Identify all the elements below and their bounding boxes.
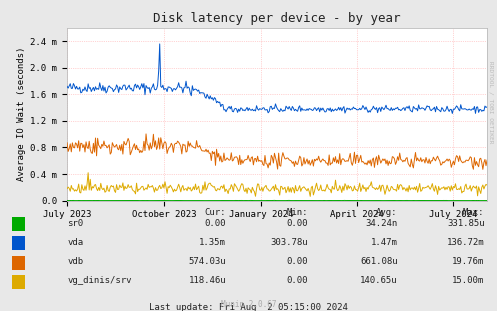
Text: 19.76m: 19.76m xyxy=(452,257,485,266)
Text: 303.78u: 303.78u xyxy=(270,238,308,247)
Text: 1.35m: 1.35m xyxy=(199,238,226,247)
Title: Disk latency per device - by year: Disk latency per device - by year xyxy=(154,12,401,26)
Text: 34.24n: 34.24n xyxy=(365,219,398,228)
Text: 0.00: 0.00 xyxy=(287,257,308,266)
Text: RRDTOOL / TOBI OETIKER: RRDTOOL / TOBI OETIKER xyxy=(489,61,494,144)
Text: vdb: vdb xyxy=(67,257,83,266)
Text: Cur:: Cur: xyxy=(205,208,226,217)
Text: 15.00m: 15.00m xyxy=(452,276,485,285)
Text: 1.47m: 1.47m xyxy=(371,238,398,247)
Text: 136.72m: 136.72m xyxy=(447,238,485,247)
Text: sr0: sr0 xyxy=(67,219,83,228)
Text: 331.85u: 331.85u xyxy=(447,219,485,228)
Text: 140.65u: 140.65u xyxy=(360,276,398,285)
Text: 0.00: 0.00 xyxy=(287,219,308,228)
Text: Last update: Fri Aug  2 05:15:00 2024: Last update: Fri Aug 2 05:15:00 2024 xyxy=(149,303,348,311)
Text: 0.00: 0.00 xyxy=(287,276,308,285)
Text: 574.03u: 574.03u xyxy=(188,257,226,266)
Text: vda: vda xyxy=(67,238,83,247)
Text: Min:: Min: xyxy=(287,208,308,217)
Text: 661.08u: 661.08u xyxy=(360,257,398,266)
Text: Max:: Max: xyxy=(463,208,485,217)
Text: Avg:: Avg: xyxy=(376,208,398,217)
Text: vg_dinis/srv: vg_dinis/srv xyxy=(67,276,132,285)
Text: 0.00: 0.00 xyxy=(205,219,226,228)
Text: 118.46u: 118.46u xyxy=(188,276,226,285)
Y-axis label: Average IO Wait (seconds): Average IO Wait (seconds) xyxy=(17,47,26,182)
Text: Munin 2.0.67: Munin 2.0.67 xyxy=(221,300,276,309)
